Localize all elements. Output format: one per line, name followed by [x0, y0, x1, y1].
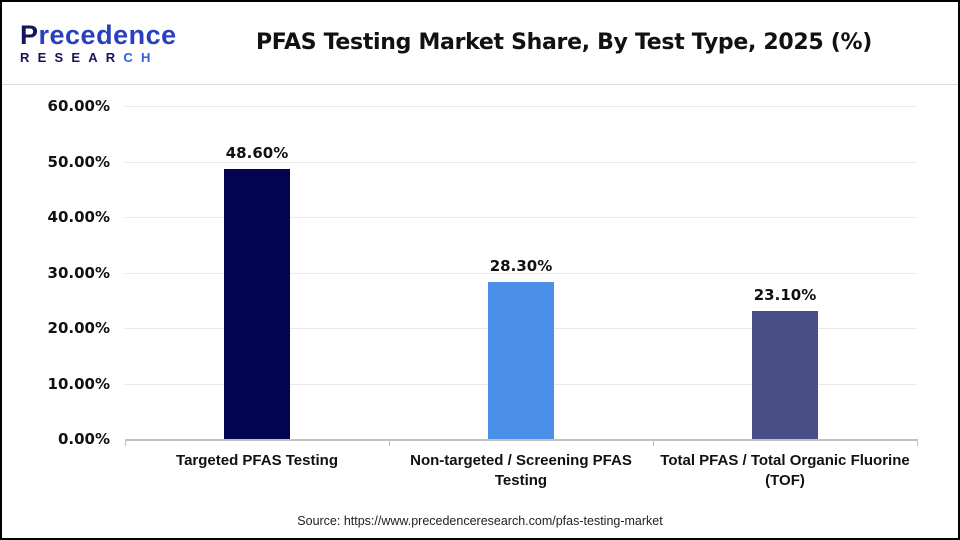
- bar-value-label: 23.10%: [753, 285, 817, 304]
- header: Precedence RESEARCH PFAS Testing Market …: [2, 2, 958, 85]
- logo-subtitle: RESEARCH: [20, 50, 159, 65]
- x-axis-tick-mark: [389, 439, 390, 446]
- x-axis-tick-mark: [917, 439, 918, 446]
- x-axis-category-label: Targeted PFAS Testing: [176, 452, 338, 469]
- y-axis-tick-label: 30.00%: [47, 264, 110, 282]
- bar-3: [752, 310, 818, 439]
- plot-area: 60.00% 50.00% 40.00% 30.00% 20.00% 10.00% 0.00…: [48, 97, 918, 448]
- gridline: [125, 217, 917, 218]
- x-axis-line: [125, 439, 917, 441]
- x-axis-category-label: Total PFAS / Total Organic Fluorine (TOF…: [660, 452, 910, 489]
- x-axis-category-label: Non-targeted / Screening PFAS Testing: [410, 452, 632, 489]
- gridline: [125, 106, 917, 107]
- logo-p-icon: P: [20, 20, 39, 50]
- y-axis-tick-label: 60.00%: [47, 97, 110, 115]
- y-axis-tick-label: 10.00%: [47, 375, 110, 393]
- bar-1: [224, 169, 290, 439]
- y-axis-tick-label: 20.00%: [47, 319, 110, 337]
- x-axis-tick-mark: [653, 439, 654, 446]
- y-axis-tick-label: 0.00%: [57, 430, 110, 448]
- y-axis-tick-label: 40.00%: [47, 208, 110, 226]
- precedence-research-logo: Precedence RESEARCH: [20, 20, 177, 66]
- gridline: [125, 162, 917, 163]
- bar-value-label: 48.60%: [225, 144, 289, 163]
- source-note: Source: https://www.precedenceresearch.c…: [297, 514, 663, 528]
- y-axis-tick-label: 50.00%: [47, 153, 110, 171]
- bar-value-label: 28.30%: [489, 256, 553, 275]
- x-axis-tick-mark: [125, 439, 126, 446]
- bar-2: [488, 281, 554, 439]
- chart-title: PFAS Testing Market Share, By Test Type,…: [255, 30, 873, 55]
- gridline: [125, 273, 917, 274]
- logo-wordmark: Precedence: [20, 20, 177, 50]
